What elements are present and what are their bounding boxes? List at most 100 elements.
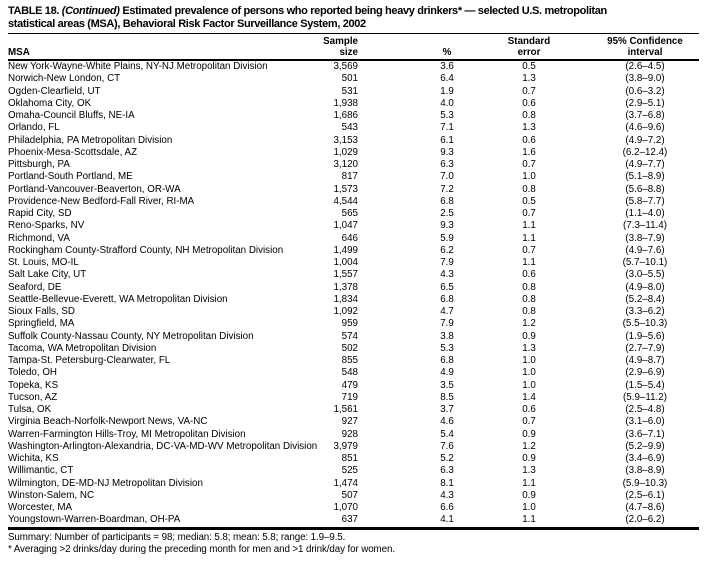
table-title-line-2: statistical areas (MSA), Behavioral Risk… bbox=[8, 18, 366, 30]
sample-size-cell: 1,378 bbox=[333, 281, 358, 293]
col-header-confidence-interval: 95% Confidence interval bbox=[607, 36, 683, 58]
table-row: Norwich-New London, CT 501 6.4 1.3 (3.8–9.0) bbox=[8, 73, 699, 85]
table-row: Ogden-Clearfield, UT 531 1.9 0.7 (0.6–3.2) bbox=[8, 86, 699, 98]
percent-cell: 5.4 bbox=[440, 428, 454, 440]
table-row: Virginia Beach-Norfolk-Newport News, VA-… bbox=[8, 416, 699, 428]
sample-size-cell: 959 bbox=[341, 318, 358, 330]
confidence-interval-cell: (4.9–7.6) bbox=[625, 244, 665, 256]
confidence-interval-cell: (5.9–10.3) bbox=[622, 477, 668, 489]
msa-cell: Virginia Beach-Norfolk-Newport News, VA-… bbox=[8, 416, 208, 428]
percent-cell: 8.5 bbox=[440, 391, 454, 403]
standard-error-cell: 0.9 bbox=[522, 453, 536, 464]
msa-cell: Salt Lake City, UT bbox=[8, 269, 87, 281]
percent-cell: 7.9 bbox=[440, 257, 454, 268]
confidence-interval-cell: (7.3–11.4) bbox=[623, 220, 667, 232]
sample-size-cell: 1,004 bbox=[333, 257, 358, 268]
table-row: Portland-Vancouver-Beaverton, OR-WA 1,573… bbox=[8, 184, 699, 196]
sample-size-cell: 543 bbox=[341, 122, 358, 134]
confidence-interval-cell: (4.6–9.6) bbox=[625, 122, 665, 134]
confidence-interval-cell: (1.5–5.4) bbox=[625, 379, 665, 391]
confidence-interval-cell: (4.9–8.7) bbox=[625, 355, 665, 366]
percent-cell: 5.2 bbox=[440, 453, 454, 464]
table-row: Tucson, AZ 719 8.5 1.4 (5.9–11.2) bbox=[8, 392, 699, 404]
sample-size-cell: 565 bbox=[341, 208, 358, 219]
standard-error-cell: 0.6 bbox=[522, 404, 536, 415]
confidence-interval-cell: (4.9–8.0) bbox=[625, 281, 665, 293]
sample-size-cell: 817 bbox=[341, 171, 358, 183]
standard-error-cell: 1.0 bbox=[522, 502, 536, 513]
percent-cell: 4.0 bbox=[440, 97, 454, 109]
sample-size-cell: 501 bbox=[341, 73, 358, 85]
percent-cell: 6.1 bbox=[440, 134, 454, 146]
standard-error-cell: 0.8 bbox=[522, 293, 536, 305]
sample-size-cell: 3,153 bbox=[333, 134, 358, 146]
sample-size-cell: 507 bbox=[341, 489, 358, 501]
percent-cell: 5.3 bbox=[440, 110, 454, 121]
percent-cell: 4.7 bbox=[440, 306, 454, 317]
table-row: Worcester, MA 1,070 6.6 1.0 (4.7–8.6) bbox=[8, 502, 699, 514]
msa-cell: Richmond, VA bbox=[8, 232, 70, 244]
table-row: Sioux Falls, SD 1,092 4.7 0.8 (3.3–6.2) bbox=[8, 306, 699, 318]
table-row: Tampa-St. Petersburg-Clearwater, FL 855 6.… bbox=[8, 355, 699, 367]
confidence-interval-cell: (3.6–7.1) bbox=[625, 428, 665, 440]
confidence-interval-cell: (5.5–10.3) bbox=[622, 318, 668, 330]
table-row: Springfield, MA 959 7.9 1.2 (5.5–10.3) bbox=[8, 318, 699, 330]
percent-cell: 4.3 bbox=[440, 489, 454, 501]
msa-cell: St. Louis, MO-IL bbox=[8, 257, 79, 268]
sample-size-cell: 3,979 bbox=[333, 440, 358, 452]
msa-cell: Tacoma, WA Metropolitan Division bbox=[8, 342, 157, 354]
table-row: Wichita, KS 851 5.2 0.9 (3.4–6.9) bbox=[8, 453, 699, 465]
confidence-interval-cell: (4.9–7.7) bbox=[625, 159, 665, 170]
sample-size-cell: 1,474 bbox=[333, 477, 358, 489]
confidence-interval-cell: (4.7–8.6) bbox=[625, 502, 665, 513]
msa-cell: Willimantic, CT bbox=[8, 465, 74, 477]
percent-cell: 6.6 bbox=[440, 502, 454, 513]
standard-error-cell: 0.9 bbox=[522, 330, 536, 342]
confidence-interval-cell: (6.2–12.4) bbox=[622, 146, 668, 158]
confidence-interval-cell: (1.9–5.6) bbox=[625, 330, 665, 342]
standard-error-cell: 0.5 bbox=[522, 195, 536, 207]
percent-cell: 6.4 bbox=[440, 73, 454, 85]
table-title-line-1: TABLE 18. (Continued) Estimated prevalen… bbox=[8, 5, 699, 18]
table-row: Suffolk County-Nassau County, NY Metropo… bbox=[8, 331, 699, 343]
confidence-interval-cell: (3.4–6.9) bbox=[625, 453, 665, 464]
msa-cell: Phoenix-Mesa-Scottsdale, AZ bbox=[8, 146, 138, 158]
msa-cell: Tucson, AZ bbox=[8, 391, 58, 403]
standard-error-cell: 1.1 bbox=[522, 257, 536, 268]
confidence-interval-cell: (2.5–4.8) bbox=[625, 404, 665, 415]
summary-line: Summary: Number of participants = 98; me… bbox=[8, 531, 346, 543]
msa-cell: Portland-Vancouver-Beaverton, OR-WA bbox=[8, 183, 181, 195]
sample-size-cell: 574 bbox=[341, 330, 358, 342]
confidence-interval-cell: (2.5–6.1) bbox=[625, 489, 665, 501]
percent-cell: 2.5 bbox=[440, 208, 454, 219]
standard-error-cell: 0.5 bbox=[522, 61, 536, 72]
sample-size-cell: 1,686 bbox=[333, 110, 358, 121]
confidence-interval-cell: (5.8–7.7) bbox=[625, 195, 665, 207]
confidence-interval-cell: (2.9–5.1) bbox=[625, 97, 665, 109]
confidence-interval-cell: (0.6–3.2) bbox=[625, 85, 665, 97]
table-row: New York-Wayne-White Plains, NY-NJ Metro… bbox=[8, 60, 699, 73]
confidence-interval-cell: (5.6–8.8) bbox=[625, 183, 665, 195]
confidence-interval-cell: (3.8–8.9) bbox=[625, 465, 665, 477]
confidence-interval-cell: (3.8–9.0) bbox=[625, 73, 665, 85]
confidence-interval-cell: (5.2–9.9) bbox=[625, 440, 665, 452]
standard-error-cell: 0.9 bbox=[522, 489, 536, 501]
sample-size-cell: 855 bbox=[341, 355, 358, 366]
percent-cell: 6.5 bbox=[440, 281, 454, 293]
table-row: Seattle-Bellevue-Everett, WA Metropolita… bbox=[8, 294, 699, 306]
standard-error-cell: 0.7 bbox=[522, 208, 536, 219]
percent-cell: 3.8 bbox=[440, 330, 454, 342]
confidence-interval-cell: (3.3–6.2) bbox=[625, 306, 665, 317]
msa-cell: Sioux Falls, SD bbox=[8, 306, 75, 317]
col-header-percent: % bbox=[442, 47, 452, 58]
table-row: Orlando, FL 543 7.1 1.3 (4.6–9.6) bbox=[8, 122, 699, 134]
standard-error-cell: 1.3 bbox=[522, 342, 536, 354]
standard-error-cell: 1.1 bbox=[522, 477, 536, 489]
percent-cell: 6.8 bbox=[440, 355, 454, 366]
table-row: Omaha-Council Bluffs, NE-IA 1,686 5.3 0.8 (3… bbox=[8, 110, 699, 122]
standard-error-cell: 1.1 bbox=[522, 514, 536, 526]
sample-size-cell: 1,573 bbox=[333, 183, 358, 195]
msa-cell: Seaford, DE bbox=[8, 281, 62, 293]
msa-cell: Tampa-St. Petersburg-Clearwater, FL bbox=[8, 355, 171, 366]
table-row: Willimantic, CT 525 6.3 1.3 (3.8–8.9) bbox=[8, 465, 699, 477]
